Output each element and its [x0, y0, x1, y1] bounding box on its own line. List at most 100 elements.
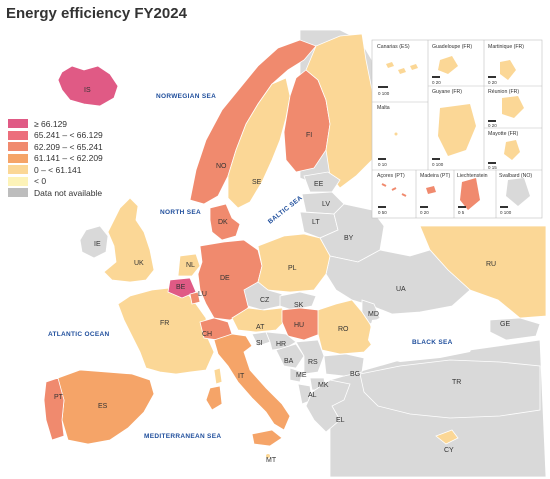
legend-swatch [8, 165, 28, 175]
region-IT[interactable] [213, 333, 291, 431]
insets-panel: Canarias (ES) Guadeloupe (FR) Martinique… [371, 39, 543, 219]
code-BG: BG [350, 371, 360, 378]
code-HR: HR [276, 341, 286, 348]
inset-label-malta: Malta [377, 105, 390, 111]
scale-canarias: 0 100 [378, 91, 390, 96]
region-CY[interactable] [435, 429, 459, 445]
code-IT: IT [238, 373, 245, 380]
legend-item: 65.241 – < 66.129 [8, 130, 103, 142]
region-BE[interactable] [167, 277, 197, 299]
code-IS: IS [84, 87, 91, 94]
scale-liechtenstein: 0 5 [458, 210, 465, 215]
code-RO: RO [338, 326, 349, 333]
legend-item: Data not available [8, 187, 103, 199]
code-CZ: CZ [260, 297, 270, 304]
region-TR[interactable] [359, 359, 541, 419]
inset-label-liechtenstein: Liechtenstein [457, 173, 488, 179]
inset-label-mayotte: Mayotte (FR) [488, 131, 519, 137]
sea-norwegian: NORWEGIAN SEA [156, 93, 216, 100]
region-NL[interactable] [177, 253, 201, 277]
code-LV: LV [322, 201, 330, 208]
code-PT: PT [54, 394, 64, 401]
legend-label: ≥ 66.129 [34, 118, 68, 129]
code-UK: UK [134, 260, 144, 267]
region-UA[interactable] [325, 249, 471, 315]
map-area: IS NO SE FI EE LV LT BY RU UA MD PL DK U… [4, 27, 546, 477]
code-DK: DK [218, 219, 228, 226]
region-IT-sicily[interactable] [251, 429, 283, 447]
legend-label: 61.141 – < 62.209 [34, 153, 103, 164]
scale-guadeloupe: 0 20 [432, 80, 441, 85]
region-RS[interactable] [295, 339, 325, 375]
region-MT[interactable] [266, 454, 270, 458]
sea-atlantic: ATLANTIC OCEAN [48, 331, 110, 338]
scale-acores: 0 50 [378, 210, 387, 215]
code-AL: AL [308, 392, 317, 399]
code-GE: GE [500, 321, 510, 328]
inset-label-madeira: Madeira (PT) [420, 173, 451, 179]
code-HU: HU [294, 322, 304, 329]
region-GE[interactable] [489, 317, 541, 341]
inset-shape-mayotte [504, 140, 520, 160]
legend-label: Data not available [34, 187, 103, 198]
legend-item: 62.209 – < 65.241 [8, 141, 103, 153]
code-TR: TR [452, 379, 461, 386]
inset-shape-acores [381, 183, 407, 197]
scale-guyane: 0 100 [432, 162, 444, 167]
region-BA[interactable] [275, 343, 305, 369]
legend-item: < 0 [8, 176, 103, 188]
region-RU[interactable] [305, 33, 379, 189]
code-RS: RS [308, 359, 318, 366]
map-title: Energy efficiency FY2024 [6, 5, 187, 22]
code-RU: RU [486, 261, 496, 268]
region-FR-corsica[interactable] [213, 367, 223, 385]
scale-malta: 0 10 [378, 162, 387, 167]
legend-item: ≥ 66.129 [8, 118, 103, 130]
code-MT: MT [266, 457, 277, 464]
code-MD: MD [368, 311, 379, 318]
scale-madeira: 0 20 [420, 210, 429, 215]
code-PL: PL [288, 265, 297, 272]
legend-item: 0 – < 61.141 [8, 164, 103, 176]
europe-map: IS NO SE FI EE LV LT BY RU UA MD PL DK U… [4, 27, 546, 477]
inset-shape-guadeloupe [438, 56, 458, 74]
region-BG[interactable] [323, 353, 365, 377]
scale-mayotte: 0 15 [488, 165, 497, 170]
region-IS[interactable] [57, 65, 119, 107]
region-PT[interactable] [43, 377, 65, 441]
inset-shape-reunion [502, 96, 524, 118]
code-MK: MK [318, 382, 329, 389]
code-ES: ES [98, 403, 108, 410]
inset-label-guyane: Guyane (FR) [432, 89, 462, 95]
inset-shape-madeira [426, 186, 436, 194]
code-IE: IE [94, 241, 101, 248]
inset-scalebars: 0 100 0 10 0 20 0 20 0 20 0 100 0 15 0 5… [378, 76, 512, 215]
region-ME[interactable] [289, 367, 303, 383]
legend-swatch [8, 119, 28, 129]
code-LT: LT [312, 219, 320, 226]
code-BA: BA [284, 358, 294, 365]
region-IE[interactable] [79, 225, 109, 259]
inset-shape-guyane [438, 104, 476, 156]
region-DK[interactable] [209, 203, 241, 241]
region-IT-sardinia[interactable] [205, 385, 223, 411]
region-EL[interactable] [305, 379, 351, 433]
code-FI: FI [306, 132, 312, 139]
code-NO: NO [216, 163, 227, 170]
legend-swatch [8, 130, 28, 140]
region-LU[interactable] [189, 291, 201, 305]
region-EE[interactable] [303, 171, 341, 193]
region-SK[interactable] [279, 291, 317, 311]
region-UK[interactable] [103, 197, 155, 283]
code-DE: DE [220, 275, 230, 282]
inset-label-svalbard: Svalbard (NO) [499, 173, 532, 179]
sea-black: BLACK SEA [412, 339, 453, 346]
inset-label-martinique: Martinique (FR) [488, 44, 524, 50]
scale-svalbard: 0 100 [500, 210, 512, 215]
code-CY: CY [444, 447, 454, 454]
code-ME: ME [296, 372, 307, 379]
sea-north: NORTH SEA [160, 209, 201, 216]
region-PL[interactable] [257, 233, 331, 293]
code-EE: EE [314, 181, 324, 188]
code-BY: BY [344, 235, 354, 242]
